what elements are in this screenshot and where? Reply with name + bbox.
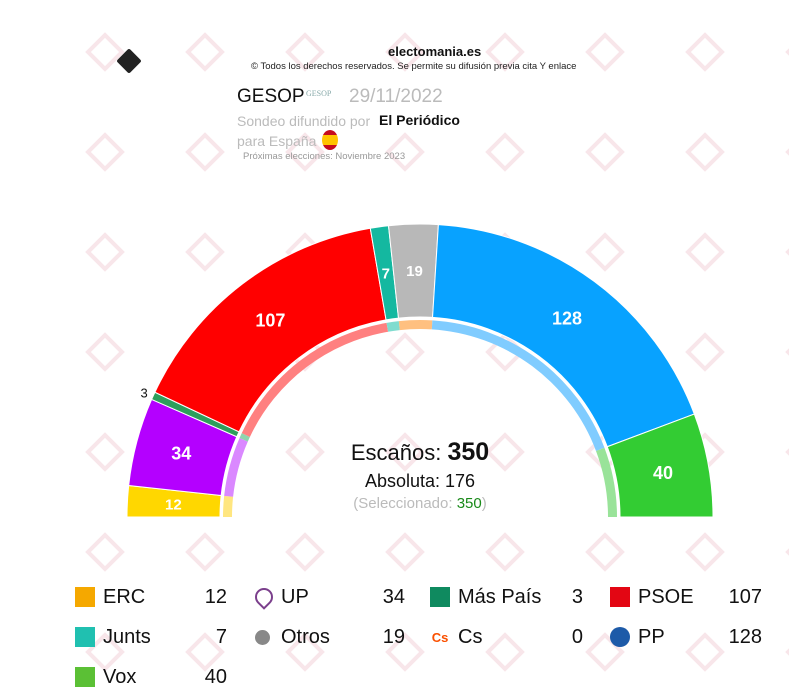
legend-item-cs[interactable]: Cs Cs bbox=[430, 624, 483, 650]
legend-value-otros: 19 bbox=[382, 626, 405, 648]
legend-item-up[interactable]: UP bbox=[251, 584, 309, 610]
inner-segment-pp bbox=[431, 320, 605, 451]
pp-logo-icon bbox=[610, 627, 630, 647]
seats-value: 350 bbox=[447, 438, 490, 466]
segment-label-otros: 19 bbox=[406, 263, 423, 280]
publisher: El Periódico bbox=[379, 112, 460, 128]
legend-value-junts: 7 bbox=[215, 626, 227, 648]
legend-value-pp: 128 bbox=[728, 626, 762, 648]
segment-label-m-s-pa-s: 3 bbox=[141, 386, 148, 401]
segment-vox[interactable] bbox=[606, 413, 714, 518]
majority: Absoluta: 176 bbox=[364, 471, 476, 491]
seats-total: Escaños: 350 bbox=[0, 437, 789, 468]
circle-icon bbox=[255, 629, 270, 645]
next-elections: Próximas elecciones: Noviembre 2023 bbox=[243, 151, 406, 162]
selected: (Seleccionado: 350) bbox=[0, 495, 789, 513]
inner-segment-junts bbox=[386, 321, 400, 332]
spain-flag-icon bbox=[322, 130, 338, 150]
inner-segment-vox bbox=[596, 447, 617, 517]
copyright: © Todos los derechos reservados. Se perm… bbox=[251, 61, 577, 72]
inner-segment-erc bbox=[223, 495, 234, 517]
legend-name: ERC bbox=[103, 585, 146, 608]
inner-segment-up bbox=[224, 437, 248, 497]
legend-value-erc: 12 bbox=[204, 586, 227, 608]
cs-logo-icon: Cs bbox=[431, 629, 449, 645]
segment-label-psoe: 107 bbox=[255, 310, 285, 330]
legend-value-m-s-pa-s: 3 bbox=[571, 586, 583, 608]
poll-date: 29/11/2022 bbox=[349, 86, 443, 107]
published-by-label: Sondeo difundido por bbox=[237, 113, 371, 129]
selected-close: ) bbox=[481, 495, 487, 512]
legend-value-up: 34 bbox=[382, 586, 405, 608]
segment-label-erc: 12 bbox=[165, 497, 182, 514]
segment-label-junts: 7 bbox=[382, 265, 390, 282]
legend-value-cs: 0 bbox=[571, 626, 583, 648]
inner-segment-m-s-pa-s bbox=[239, 433, 250, 442]
legend-item-junts[interactable]: Junts bbox=[75, 624, 151, 650]
junts-logo-icon bbox=[75, 627, 95, 647]
segment-label-pp: 128 bbox=[552, 308, 582, 328]
scope: para España bbox=[237, 133, 317, 149]
inner-segment-otros bbox=[398, 319, 433, 331]
inner-segment-psoe bbox=[241, 322, 389, 437]
legend-value-psoe: 107 bbox=[728, 586, 762, 608]
mas-pais-logo-icon bbox=[430, 587, 450, 607]
legend-name: PSOE bbox=[638, 585, 694, 608]
legend-item-erc[interactable]: ERC bbox=[75, 584, 145, 610]
legend-name: Vox bbox=[103, 665, 137, 688]
selected-label: (Seleccionado: bbox=[353, 495, 457, 512]
erc-logo-icon bbox=[75, 587, 95, 607]
legend-name: UP bbox=[281, 585, 309, 608]
legend-name: Otros bbox=[281, 625, 330, 648]
psoe-logo-icon bbox=[610, 587, 630, 607]
selected-value: 350 bbox=[456, 495, 482, 512]
legend-item-vox[interactable]: Vox bbox=[75, 664, 136, 690]
legend-name: Junts bbox=[103, 625, 151, 648]
legend-item-otros[interactable]: Otros bbox=[255, 624, 330, 650]
legend-name: Cs bbox=[458, 625, 483, 648]
pollster: GESOP bbox=[237, 86, 305, 107]
seats-label: Escaños: bbox=[350, 440, 442, 465]
legend-item-m-s-pa-s[interactable]: Más País bbox=[430, 584, 541, 610]
legend-item-pp[interactable]: PP bbox=[610, 624, 665, 650]
site-name: electomania.es bbox=[388, 44, 482, 59]
legend-value-vox: 40 bbox=[204, 666, 227, 688]
legend-name: Más País bbox=[458, 585, 542, 608]
pollster-logo: GESOP bbox=[306, 89, 332, 98]
heart-logo-icon bbox=[251, 584, 277, 610]
legend-name: PP bbox=[638, 625, 665, 648]
segment-label-up: 34 bbox=[171, 443, 191, 463]
vox-logo-icon bbox=[75, 667, 95, 687]
legend-item-psoe[interactable]: PSOE bbox=[610, 584, 694, 610]
segment-label-vox: 40 bbox=[653, 463, 673, 483]
